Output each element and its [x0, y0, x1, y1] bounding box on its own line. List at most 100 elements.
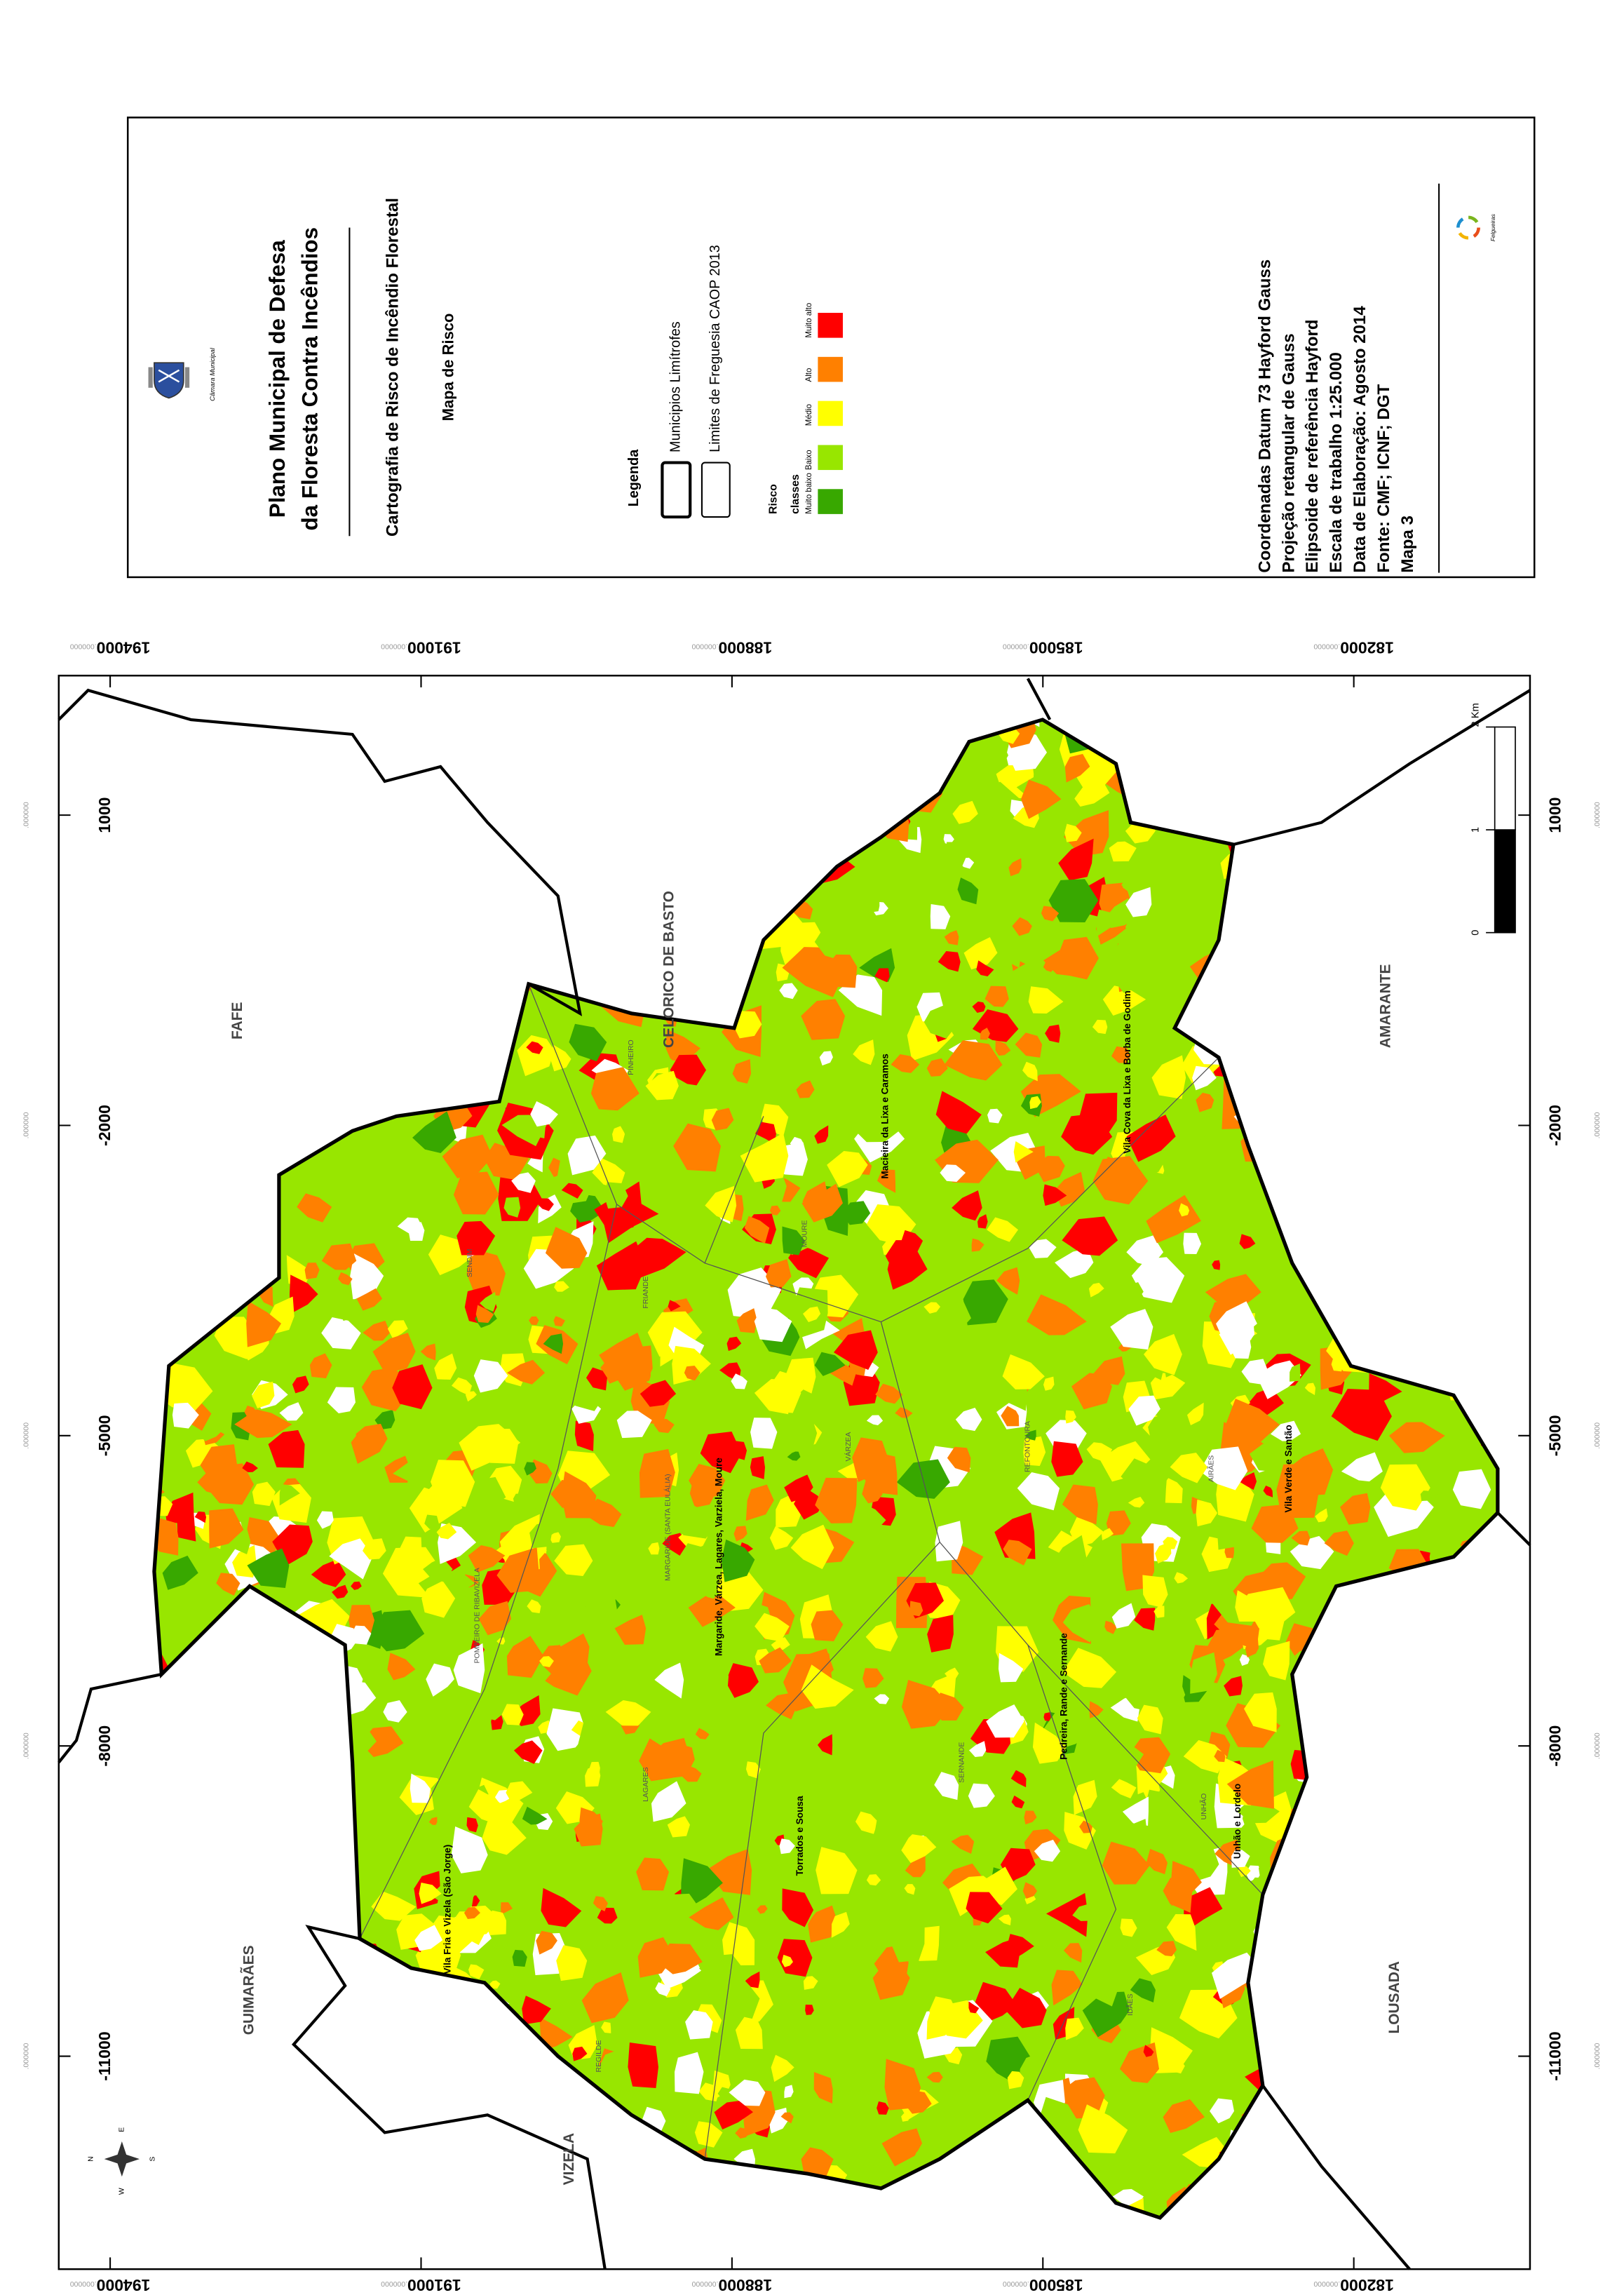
risk-patch — [1012, 917, 1032, 936]
risk-patch — [1151, 1055, 1186, 1099]
risk-patch — [689, 1634, 712, 1659]
risk-patch — [430, 1871, 475, 1912]
risk-patch — [579, 1807, 603, 1836]
risk-patch — [468, 1964, 485, 1979]
parish-code: POMBEIRO DE RIBAVIZELA — [473, 1568, 481, 1663]
risk-patch — [1078, 1092, 1118, 1134]
parish-code: REGILDE — [595, 2040, 603, 2073]
risk-patch — [839, 1817, 858, 1839]
risk-patch — [1062, 1484, 1098, 1525]
risk-patch — [1034, 1839, 1061, 1862]
risk-patch — [935, 1521, 963, 1562]
risk-patch — [874, 1694, 890, 1704]
risk-patch — [1150, 1373, 1186, 1400]
risk-patch — [428, 1817, 438, 1825]
risk-patch — [468, 1789, 505, 1826]
risk-patch — [714, 2101, 754, 2130]
risk-patch — [1139, 1169, 1177, 1215]
risk-patch — [567, 1135, 607, 1176]
risk-patch — [963, 1279, 1008, 1326]
risk-patch — [654, 1662, 684, 1699]
risk-patch — [898, 1834, 937, 1864]
scale-label: 2 Km — [1470, 703, 1481, 727]
risk-patch — [614, 1615, 647, 1645]
risk-patch — [512, 1949, 527, 1967]
risk-patch — [1101, 1528, 1114, 1541]
risk-patch — [1043, 942, 1083, 976]
tick-suffix: .000000 — [70, 2280, 97, 2287]
risk-patch — [1156, 1941, 1177, 1957]
risk-patch — [926, 2071, 943, 2083]
risk-patch — [501, 1902, 513, 1915]
parish-label: Pedreira, Rande e Sernande — [1059, 1633, 1069, 1760]
easting-label: -11000 — [1546, 2031, 1564, 2080]
risk-patch — [1168, 1627, 1184, 1651]
risk-patch — [1249, 1442, 1280, 1472]
risk-patch — [1045, 1024, 1061, 1043]
metadata-line: Escala de trabalho 1:25.000 — [1327, 352, 1346, 573]
risk-patch — [689, 1897, 734, 1930]
risk-patch — [1041, 906, 1060, 922]
risk-patch — [1027, 1294, 1087, 1335]
northing-label: 191000.000000 — [381, 638, 461, 657]
risk-patch — [976, 960, 994, 977]
risk-patch — [548, 1831, 567, 1853]
risk-patch — [1183, 1232, 1202, 1255]
risk-patch — [1029, 1239, 1057, 1258]
risk-patch — [864, 2110, 878, 2125]
risk-patch — [685, 2010, 713, 2040]
risk-patch — [529, 1521, 553, 1549]
risk-patch — [1018, 2052, 1055, 2093]
risk-patch — [762, 1550, 785, 1574]
risk-patch — [479, 1291, 496, 1312]
risk-patch — [304, 1263, 320, 1279]
risk-patch — [963, 781, 1022, 821]
metadata-line: Mapa 3 — [1398, 516, 1417, 573]
risk-patch — [311, 1559, 346, 1587]
risk-patch — [766, 1692, 797, 1720]
risk-patch — [1111, 1046, 1131, 1063]
risk-patch — [1139, 1185, 1157, 1199]
risk-patch — [782, 1226, 805, 1256]
risk-patch — [1006, 753, 1021, 766]
risk-patch — [501, 1704, 524, 1725]
risk-patch — [657, 1943, 703, 1974]
parish-code: SENDIM — [466, 1249, 474, 1277]
risk-patch — [1046, 1892, 1088, 1937]
risk-patch — [569, 1023, 607, 1062]
risk-patch — [801, 999, 846, 1040]
risk-patch — [1062, 1648, 1117, 1688]
tick-suffix: .000000 — [691, 2280, 718, 2287]
metadata-line: Projeção retangular de Gauss — [1279, 333, 1298, 572]
risk-patch — [966, 1892, 1003, 1924]
risk-patch — [895, 1890, 912, 1909]
risk-patch — [1063, 810, 1109, 856]
risk-patch — [769, 1526, 794, 1550]
easting-label: -5000 — [1546, 1415, 1564, 1456]
risk-patch — [790, 1136, 804, 1149]
tick-suffix: .000000 — [1313, 642, 1340, 650]
risk-patch — [923, 1302, 941, 1314]
northing-label: 188000.000000 — [691, 638, 772, 657]
risk-patch — [592, 1108, 618, 1138]
subtitle: Cartografia de Risco de Incêndio Florest… — [384, 198, 402, 537]
compass-letter: E — [119, 2127, 126, 2132]
risk-patch — [506, 1781, 533, 1802]
risk-patch — [1187, 1402, 1204, 1425]
risk-patch — [162, 1555, 198, 1590]
risk-patch — [1028, 986, 1064, 1014]
parish-label: Torrados e Sousa — [794, 1796, 805, 1876]
northing-value: 185000 — [1029, 638, 1083, 657]
risk-patch — [628, 2042, 658, 2088]
risk-patch — [1048, 879, 1099, 922]
risk-patch — [597, 1907, 618, 1924]
risk-patch — [729, 1894, 747, 1915]
class-swatch — [818, 401, 843, 426]
risk-patch — [1244, 1692, 1277, 1732]
legend-title: Legenda — [626, 449, 642, 507]
risk-patch — [1170, 1861, 1202, 1906]
risk-patch — [1076, 1944, 1114, 1973]
tick-suffix: .000000 — [1594, 1112, 1602, 1138]
risk-patch — [329, 1538, 373, 1580]
northing-label: 182000.000000 — [1313, 2276, 1394, 2294]
